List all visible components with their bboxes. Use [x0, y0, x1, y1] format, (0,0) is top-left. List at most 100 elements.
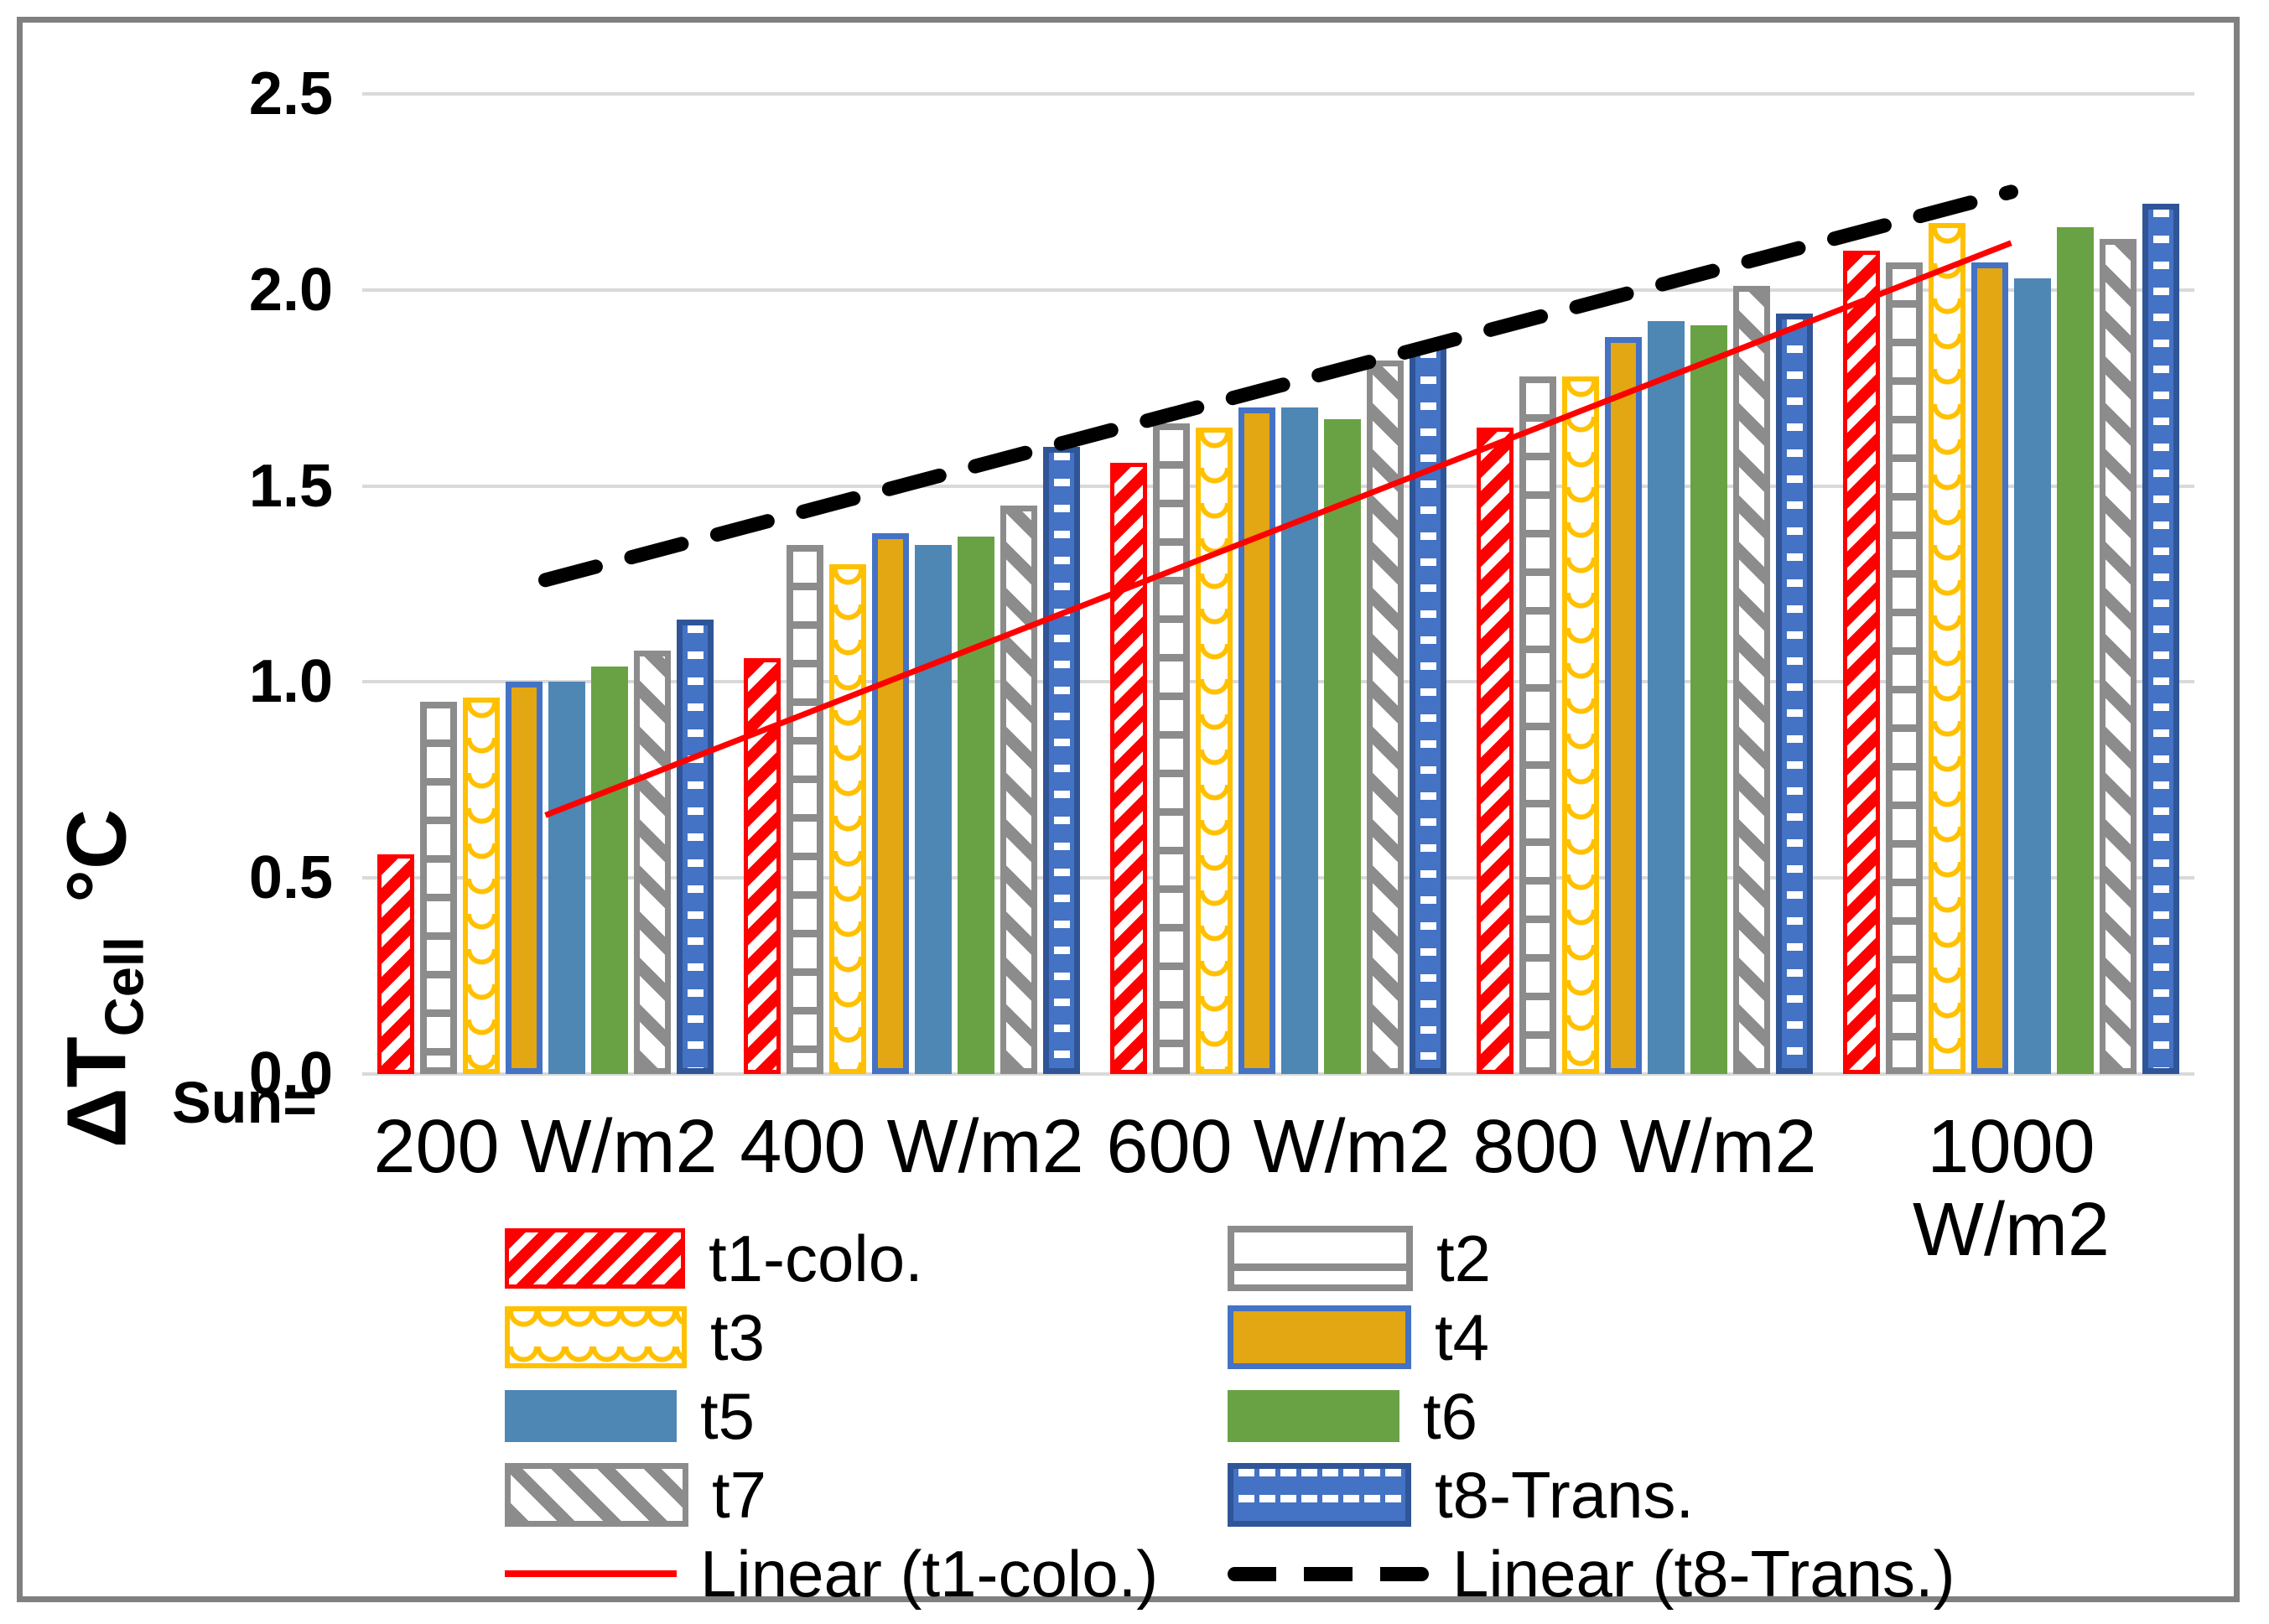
- x-axis-prefix-label: Sun=: [172, 1070, 318, 1135]
- bar-t4-400: [872, 532, 909, 1074]
- legend-swatch-t4: [1228, 1305, 1411, 1369]
- bar-t7-1000: [2100, 239, 2137, 1074]
- y-tick-label-1.5: 1.5: [248, 452, 333, 520]
- bar-t8-Trans.-400: [1043, 446, 1080, 1074]
- bar-t3-600: [1196, 427, 1233, 1074]
- legend-swatch-t7: [505, 1463, 688, 1527]
- bar-t2-600: [1153, 423, 1190, 1074]
- legend-item-t4: t4: [1228, 1305, 2081, 1370]
- bar-t2-1000: [1886, 262, 1923, 1074]
- legend-item-Linear (t1-colo.): Linear (t1-colo.): [505, 1541, 1228, 1606]
- legend-item-t2: t2: [1228, 1226, 2081, 1291]
- legend-item-t5: t5: [505, 1383, 1228, 1449]
- trendlines-svg: [538, 184, 2018, 818]
- chart-border: 2.5 2.0 1.5 1.0 0.5 0.0 ΔTCell °C Sun= 200 W/m…: [17, 17, 2240, 1606]
- bar-group-1000: [1828, 94, 2194, 1074]
- legend-label-t5: t5: [700, 1379, 755, 1453]
- legend-label-Linear (t8-Trans.): Linear (t8-Trans.): [1452, 1537, 1955, 1611]
- bar-t7-400: [1000, 506, 1037, 1074]
- bar-t4-800: [1605, 336, 1642, 1074]
- legend-item-Linear (t8-Trans.): Linear (t8-Trans.): [1228, 1541, 2081, 1606]
- bar-t4-600: [1238, 407, 1275, 1074]
- legend-label-t6: t6: [1423, 1379, 1478, 1453]
- plot-area: [362, 92, 2194, 1076]
- bar-t2-800: [1519, 376, 1556, 1074]
- bar-t5-200: [548, 682, 585, 1074]
- bar-t6-200: [591, 666, 628, 1074]
- y-axis-title-subscript: Cell: [93, 937, 155, 1037]
- y-axis-title-unit: °C: [49, 808, 144, 904]
- bar-t4-200: [506, 682, 543, 1074]
- x-axis-label-200: 200 W/m2: [373, 1105, 718, 1189]
- bar-t4-1000: [1971, 262, 2008, 1074]
- y-axis-title: ΔTCell °C: [49, 809, 156, 1148]
- bar-t6-800: [1690, 324, 1727, 1074]
- gridline-2.0: [362, 288, 2194, 292]
- gridline-0.5: [362, 876, 2194, 880]
- legend-swatch-t8-Trans.: [1228, 1463, 1411, 1527]
- x-axis-label-600: 600 W/m2: [1106, 1105, 1451, 1189]
- x-axis-label-400: 400 W/m2: [740, 1105, 1084, 1189]
- y-tick-label-2.0: 2.0: [248, 256, 333, 324]
- bar-t3-800: [1562, 376, 1599, 1074]
- legend-swatch-Linear (t8-Trans.): [1228, 1566, 1429, 1581]
- legend-swatch-t3: [505, 1306, 687, 1368]
- trendline-Linear (t1-colo.): [544, 240, 2012, 818]
- legend-swatch-t6: [1228, 1390, 1399, 1442]
- bar-t3-1000: [1929, 223, 1965, 1074]
- bar-t7-600: [1367, 361, 1404, 1074]
- legend-swatch-t1-colo.: [505, 1228, 685, 1289]
- x-axis-labels: 200 W/m2 400 W/m2 600 W/m2 800 W/m2 1000 W/m…: [362, 1106, 2194, 1272]
- legend-label-t3: t3: [710, 1300, 766, 1374]
- legend-label-t7: t7: [712, 1458, 767, 1532]
- gridline-1.5: [362, 484, 2194, 488]
- bar-t3-200: [463, 698, 500, 1074]
- legend-swatch-t2: [1228, 1226, 1413, 1291]
- y-tick-label-2.5: 2.5: [248, 60, 333, 127]
- trendline-Linear (t8-Trans.): [538, 184, 2018, 588]
- bar-t6-600: [1324, 419, 1361, 1074]
- bar-t8-Trans.-200: [677, 619, 714, 1074]
- legend-label-t1-colo.: t1-colo.: [709, 1222, 923, 1295]
- bar-t7-200: [634, 651, 671, 1074]
- bar-t1-colo.-200: [377, 854, 414, 1074]
- bar-group-200: [362, 94, 729, 1074]
- bar-group-800: [1462, 94, 1828, 1074]
- bar-t2-400: [787, 544, 823, 1074]
- bar-group-400: [729, 94, 1095, 1074]
- legend-label-t4: t4: [1435, 1300, 1490, 1374]
- bar-t5-800: [1648, 321, 1685, 1074]
- gridline-2.5: [362, 92, 2194, 96]
- legend-label-Linear (t1-colo.): Linear (t1-colo.): [700, 1537, 1159, 1611]
- legend: t1-colo. t2 t3 t4 t5 t6 t7 t8-Trans. Linear (t1-…: [505, 1226, 2081, 1606]
- legend-item-t7: t7: [505, 1462, 1228, 1528]
- legend-item-t8-Trans.: t8-Trans.: [1228, 1462, 2081, 1528]
- bar-t7-800: [1733, 286, 1770, 1074]
- gridline-1.0: [362, 680, 2194, 684]
- bar-t6-1000: [2057, 227, 2094, 1074]
- bar-t6-400: [958, 537, 994, 1074]
- y-tick-label-0.0: 0.0: [248, 1040, 333, 1108]
- x-axis-label-1000: 1000 W/m2: [1913, 1105, 2110, 1272]
- bar-t1-colo.-600: [1110, 462, 1147, 1074]
- bar-t3-400: [829, 564, 866, 1074]
- legend-swatch-Linear (t1-colo.): [505, 1570, 677, 1577]
- y-tick-label-1.0: 1.0: [248, 648, 333, 716]
- bar-t1-colo.-800: [1477, 427, 1514, 1074]
- legend-label-t8-Trans.: t8-Trans.: [1435, 1458, 1695, 1532]
- bar-t1-colo.-1000: [1843, 251, 1880, 1074]
- bar-t2-200: [420, 701, 457, 1074]
- legend-swatch-t5: [505, 1390, 677, 1442]
- bars: [362, 94, 2194, 1074]
- legend-item-t1-colo.: t1-colo.: [505, 1226, 1228, 1291]
- bar-t8-Trans.-800: [1776, 313, 1813, 1074]
- legend-item-t3: t3: [505, 1305, 1228, 1370]
- bar-t8-Trans.-1000: [2142, 203, 2179, 1074]
- legend-item-t6: t6: [1228, 1383, 2081, 1449]
- gridline-0.0: [362, 1072, 2194, 1076]
- legend-label-t2: t2: [1436, 1222, 1492, 1295]
- y-axis-title-symbol: ΔT: [49, 1036, 144, 1149]
- bar-t8-Trans.-600: [1410, 345, 1446, 1074]
- bar-t5-400: [915, 544, 952, 1074]
